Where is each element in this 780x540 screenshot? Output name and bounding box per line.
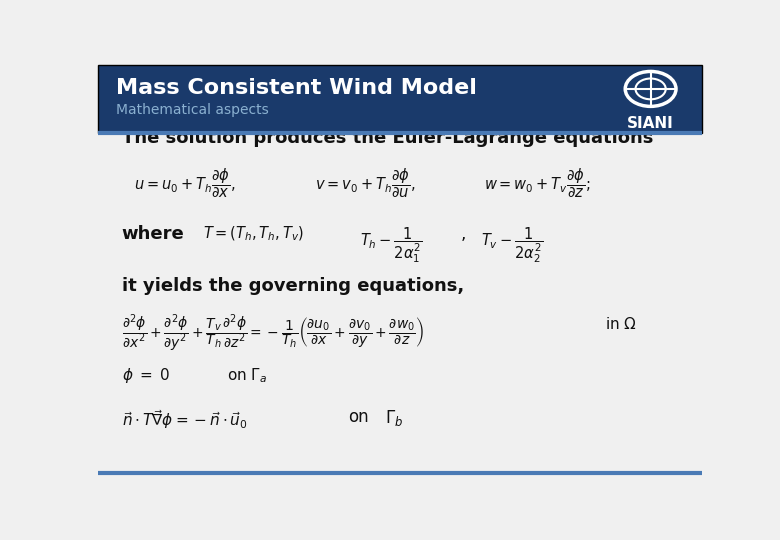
Text: $v = v_0 + T_h\dfrac{\partial\phi}{\partial u},$: $v = v_0 + T_h\dfrac{\partial\phi}{\part… <box>315 167 416 200</box>
FancyBboxPatch shape <box>98 65 702 133</box>
Text: $T_h - \dfrac{1}{2\alpha_1^2}$: $T_h - \dfrac{1}{2\alpha_1^2}$ <box>360 225 423 265</box>
Text: $w = w_0 + T_v\dfrac{\partial\phi}{\partial z};$: $w = w_0 + T_v\dfrac{\partial\phi}{\part… <box>484 167 591 200</box>
Text: The solution produces the Euler-Lagrange equations: The solution produces the Euler-Lagrange… <box>122 129 653 147</box>
Text: SIANI: SIANI <box>627 116 674 131</box>
Text: where: where <box>122 225 184 243</box>
Text: $,$: $,$ <box>460 225 466 243</box>
Text: $\Gamma_b$: $\Gamma_b$ <box>385 408 403 428</box>
Text: on $\Gamma_a$: on $\Gamma_a$ <box>228 366 268 385</box>
Text: Mass Consistent Wind Model: Mass Consistent Wind Model <box>115 78 477 98</box>
Text: $\phi \;=\; 0$: $\phi \;=\; 0$ <box>122 366 169 385</box>
Text: $T = (T_h, T_h, T_v)$: $T = (T_h, T_h, T_v)$ <box>204 225 304 244</box>
Text: $\dfrac{\partial^2\phi}{\partial x^2} + \dfrac{\partial^2\phi}{\partial y^2} + \: $\dfrac{\partial^2\phi}{\partial x^2} + … <box>122 312 424 354</box>
Text: $\vec{n} \cdot T\vec{\nabla}\phi = -\vec{n} \cdot \vec{u}_0$: $\vec{n} \cdot T\vec{\nabla}\phi = -\vec… <box>122 408 247 431</box>
Text: on: on <box>349 408 369 426</box>
Text: it yields the governing equations,: it yields the governing equations, <box>122 277 464 295</box>
Text: in $\Omega$: in $\Omega$ <box>605 316 637 332</box>
Text: Mathematical aspects: Mathematical aspects <box>115 103 268 117</box>
Text: $T_v - \dfrac{1}{2\alpha_2^2}$: $T_v - \dfrac{1}{2\alpha_2^2}$ <box>481 225 544 265</box>
Text: $u = u_0 + T_h\dfrac{\partial\phi}{\partial x},$: $u = u_0 + T_h\dfrac{\partial\phi}{\part… <box>134 167 236 200</box>
